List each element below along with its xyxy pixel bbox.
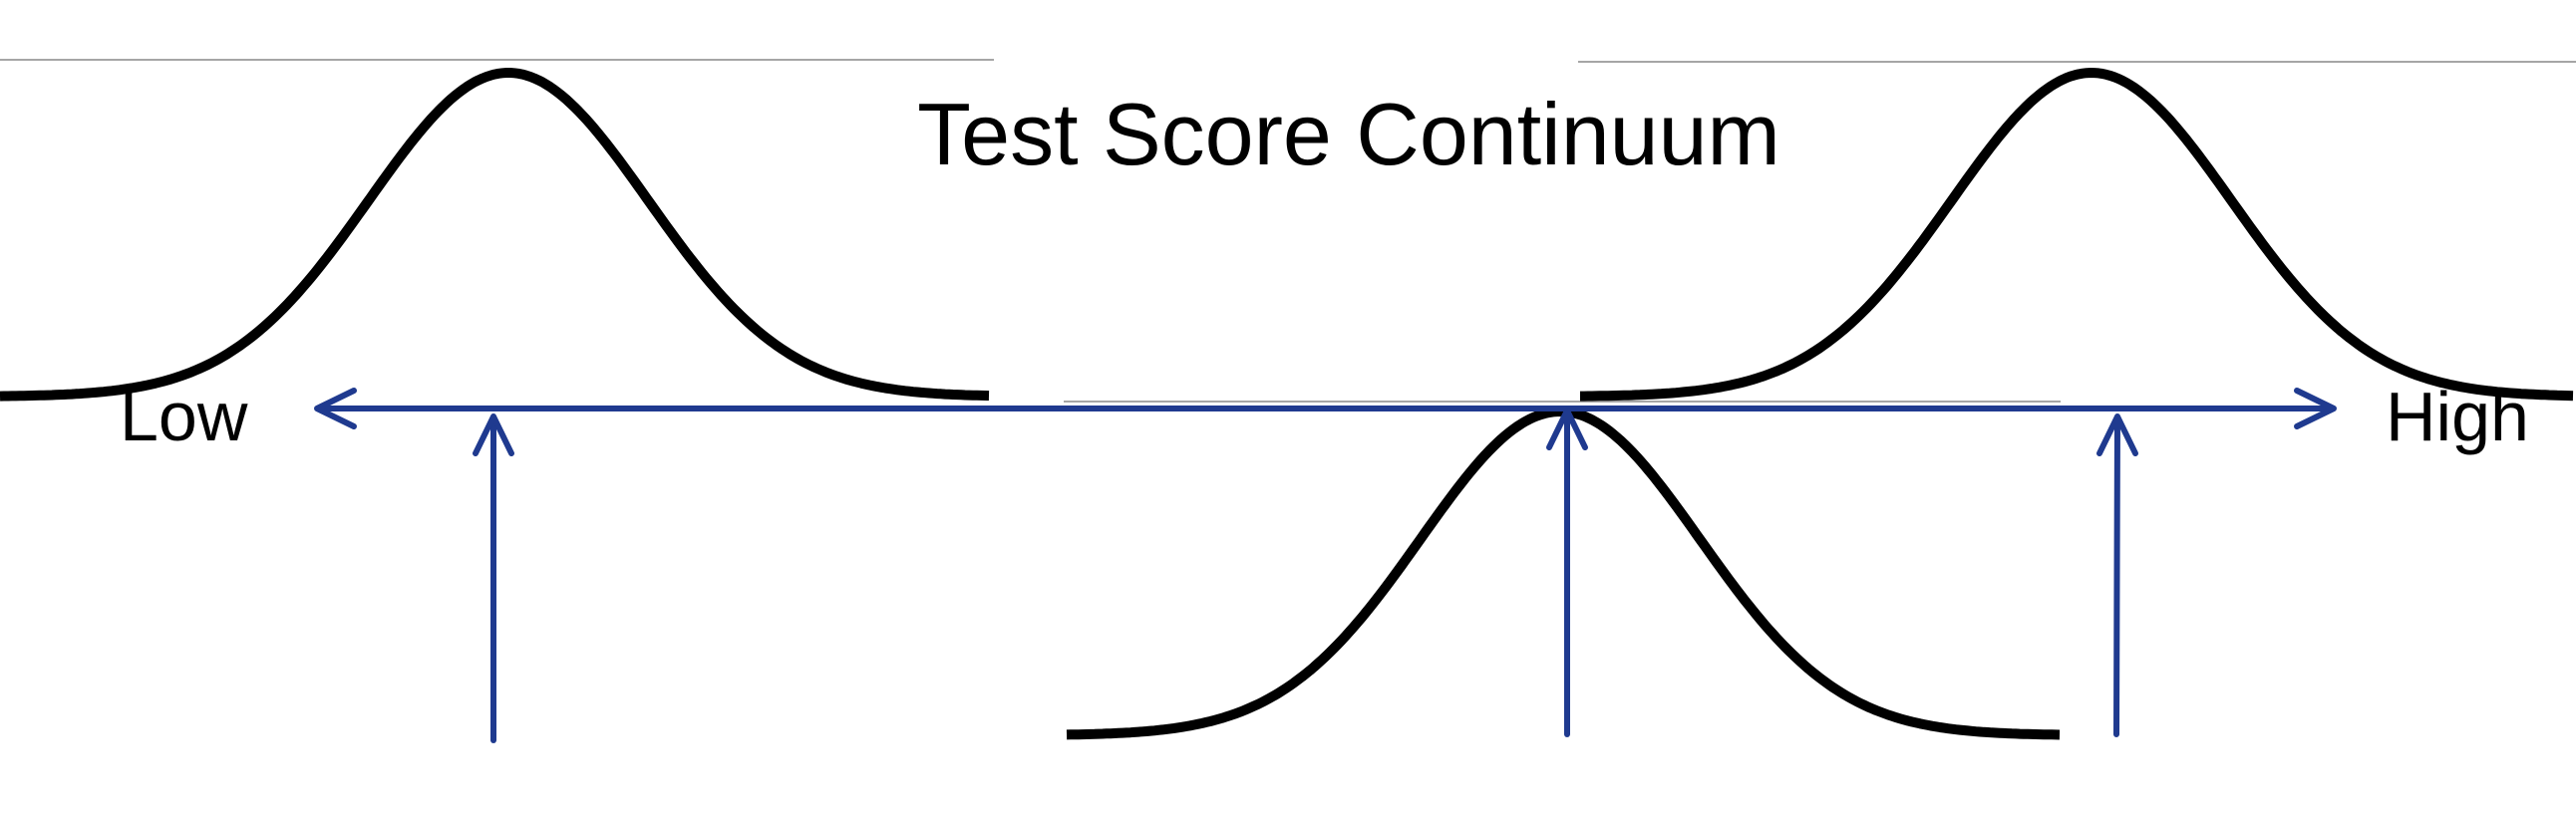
axis-arrowhead-left: [314, 388, 357, 429]
pointer-arrow-high-shaft: [2113, 415, 2120, 737]
bell-curve-low: [0, 68, 990, 402]
pointer-arrow-low-head: [473, 413, 514, 456]
bell-curve-middle: [1066, 407, 2061, 740]
pointer-arrow-high-head: [2096, 413, 2138, 456]
bell-curve-high: [1579, 68, 2574, 402]
axis-arrowhead-right: [2294, 388, 2337, 429]
low-label: Low: [120, 378, 248, 455]
pointer-arrow-middle-head: [1546, 408, 1588, 450]
diagram-title: Test Score Continuum: [917, 85, 1780, 183]
high-label: High: [2386, 378, 2529, 455]
